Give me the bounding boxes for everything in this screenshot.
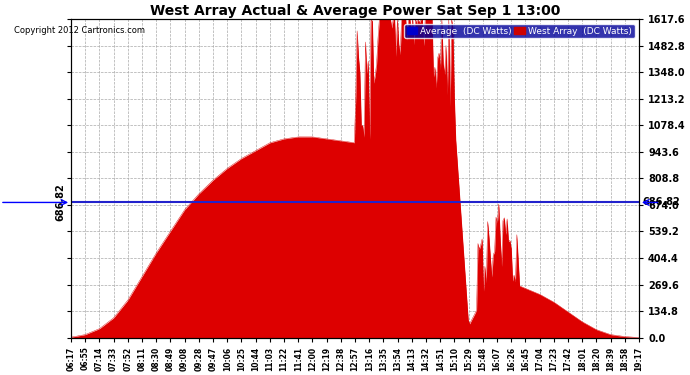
Legend: Average  (DC Watts), West Array  (DC Watts): Average (DC Watts), West Array (DC Watts… [404, 24, 635, 38]
Title: West Array Actual & Average Power Sat Sep 1 13:00: West Array Actual & Average Power Sat Se… [150, 4, 560, 18]
Text: 686.82: 686.82 [55, 184, 66, 221]
Text: 686.82: 686.82 [642, 198, 680, 207]
Text: Copyright 2012 Cartronics.com: Copyright 2012 Cartronics.com [14, 26, 145, 35]
